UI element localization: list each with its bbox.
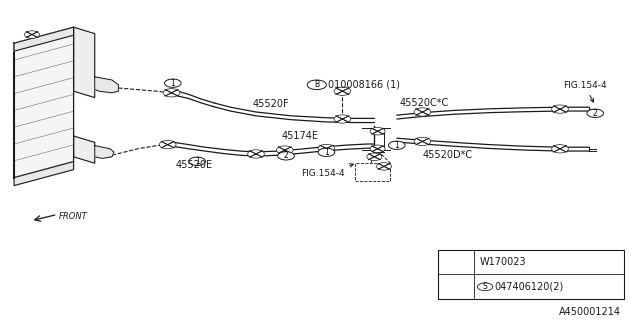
Circle shape (318, 148, 335, 156)
Circle shape (189, 157, 205, 165)
Polygon shape (14, 162, 74, 186)
Circle shape (367, 153, 382, 161)
Circle shape (164, 79, 181, 87)
Text: B: B (314, 80, 319, 89)
Circle shape (159, 140, 176, 149)
Circle shape (276, 146, 293, 154)
Circle shape (552, 105, 568, 113)
Text: 047406120(2): 047406120(2) (495, 282, 564, 292)
Circle shape (552, 145, 568, 153)
Text: FIG.154-4: FIG.154-4 (563, 81, 607, 102)
Circle shape (278, 152, 294, 160)
Text: 2: 2 (453, 282, 458, 291)
Text: 1: 1 (453, 258, 458, 267)
Text: W170023: W170023 (480, 257, 527, 267)
Circle shape (414, 137, 431, 146)
Circle shape (334, 115, 351, 123)
Polygon shape (95, 77, 118, 93)
Circle shape (248, 150, 264, 158)
Circle shape (334, 87, 351, 95)
Text: 2: 2 (284, 151, 289, 160)
Text: 1: 1 (195, 157, 200, 166)
Polygon shape (14, 27, 74, 51)
Bar (438, 250, 624, 299)
Circle shape (388, 141, 405, 149)
Text: FIG.154-4: FIG.154-4 (301, 164, 353, 178)
Circle shape (318, 144, 335, 153)
Text: 1: 1 (394, 141, 399, 150)
Circle shape (448, 283, 463, 291)
Text: 1: 1 (324, 148, 329, 157)
Text: FRONT: FRONT (59, 212, 88, 221)
Polygon shape (74, 136, 95, 163)
Circle shape (307, 80, 326, 90)
Polygon shape (74, 27, 95, 98)
Text: 45520D*C: 45520D*C (422, 150, 472, 160)
Circle shape (448, 258, 463, 266)
Circle shape (477, 283, 493, 291)
Circle shape (414, 108, 431, 116)
Text: 45520C*C: 45520C*C (400, 98, 449, 108)
Text: S: S (483, 282, 488, 291)
Text: 010008166 (1): 010008166 (1) (328, 80, 401, 90)
Polygon shape (14, 27, 74, 178)
Text: 45520E: 45520E (176, 160, 213, 170)
Circle shape (376, 163, 392, 170)
Circle shape (24, 31, 40, 38)
Text: 45174E: 45174E (282, 131, 319, 141)
Circle shape (370, 145, 385, 153)
Text: 1: 1 (170, 79, 175, 88)
Polygon shape (95, 146, 114, 158)
Text: A450001214: A450001214 (559, 307, 621, 317)
Text: 2: 2 (593, 109, 598, 118)
Circle shape (370, 127, 385, 135)
Circle shape (587, 109, 604, 117)
Circle shape (163, 89, 180, 97)
Text: 45520F: 45520F (253, 99, 289, 109)
